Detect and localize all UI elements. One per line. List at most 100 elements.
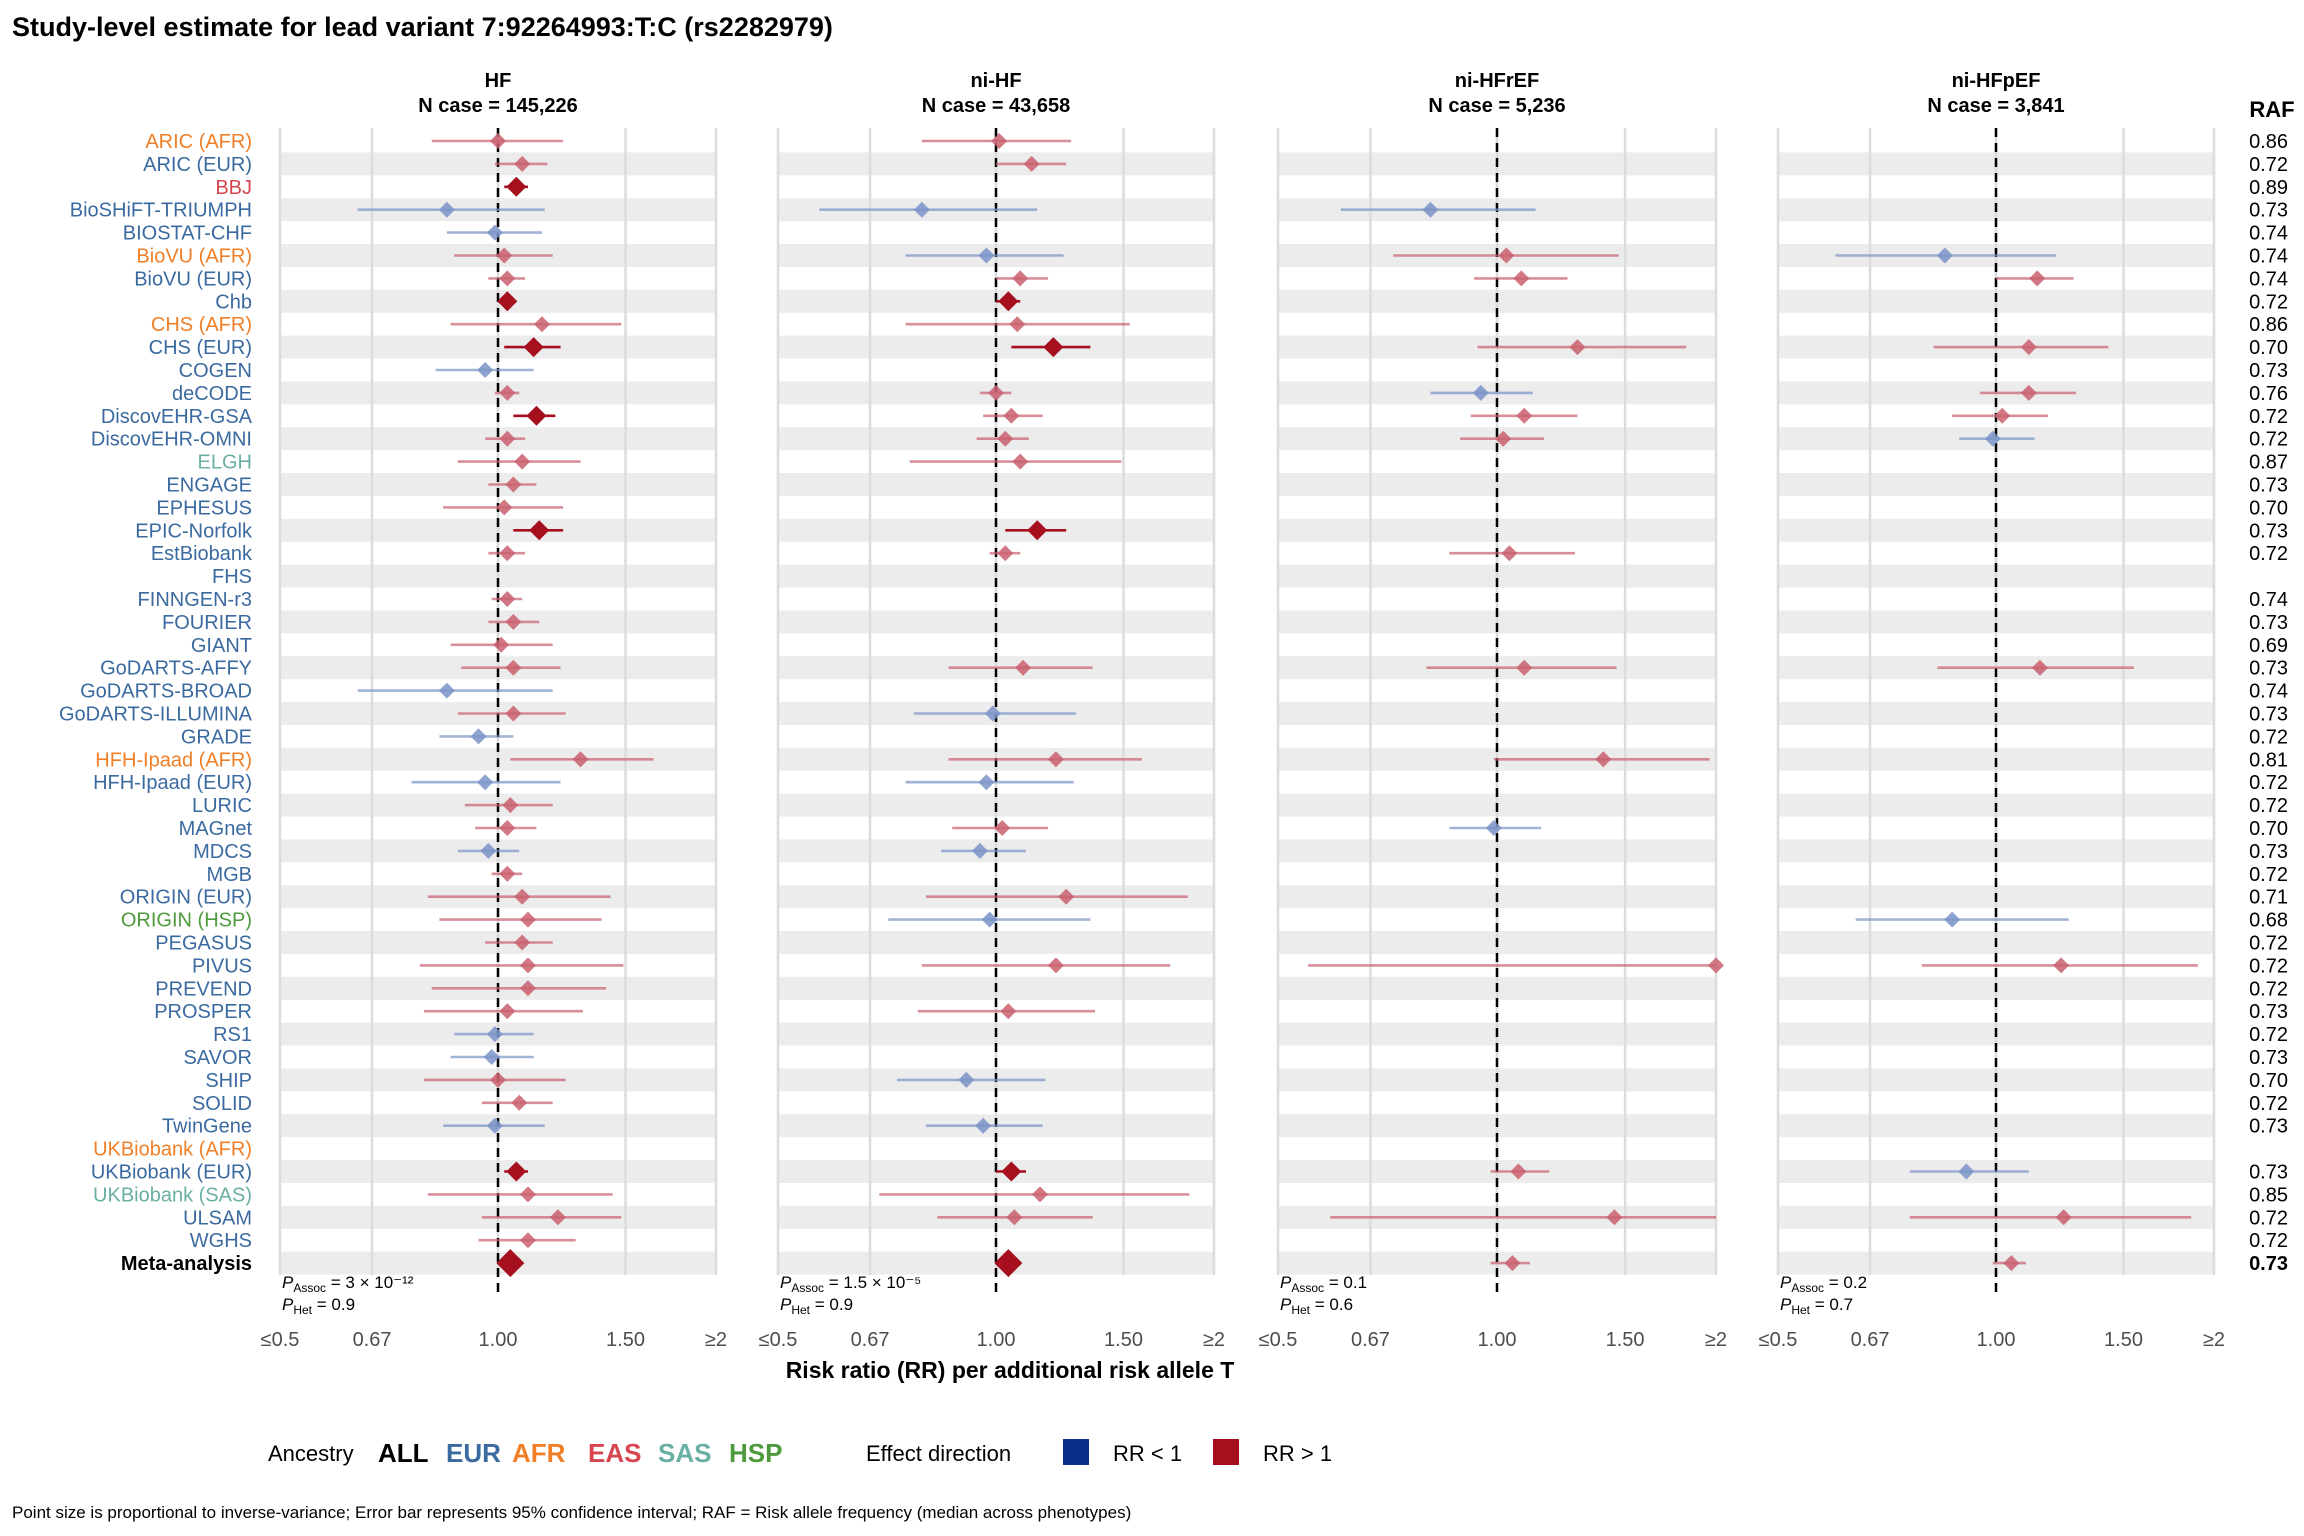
point-estimate xyxy=(1015,659,1032,676)
study-label: BioVU (EUR) xyxy=(134,268,252,290)
raf-value: 0.72 xyxy=(2249,772,2288,794)
point-estimate xyxy=(2055,1209,2072,1226)
point-estimate xyxy=(438,201,455,218)
point-estimate xyxy=(499,820,516,836)
raf-value: 0.70 xyxy=(2249,337,2288,359)
point-estimate xyxy=(490,1071,506,1088)
study-label: WGHS xyxy=(190,1230,252,1252)
point-estimate xyxy=(1516,407,1533,424)
study-label: DiscovEHR-GSA xyxy=(101,406,253,428)
point-estimate xyxy=(1000,1003,1017,1020)
point-estimate xyxy=(470,728,487,745)
point-estimate xyxy=(483,1049,500,1065)
raf-value: 0.73 xyxy=(2249,841,2288,863)
study-label: GoDARTS-AFFY xyxy=(100,658,252,680)
point-estimate xyxy=(1510,1163,1527,1180)
point-estimate xyxy=(499,270,516,287)
point-estimate xyxy=(486,224,503,241)
p-het-label: PHet = 0.7 xyxy=(1780,1295,1853,1317)
point-estimate xyxy=(997,545,1014,562)
point-estimate xyxy=(505,613,522,630)
legend-effect-title: Effect direction xyxy=(866,1441,1011,1466)
legend-swatch xyxy=(1063,1439,1089,1465)
raf-value: 0.72 xyxy=(2249,1093,2288,1115)
raf-value: 0.74 xyxy=(2249,589,2288,611)
point-estimate xyxy=(1958,1163,1975,1180)
study-label: ORIGIN (EUR) xyxy=(120,887,252,909)
raf-value: 0.69 xyxy=(2249,635,2288,657)
caption: Point size is proportional to inverse-va… xyxy=(12,1503,1131,1522)
study-label: HFH-Ipaad (AFR) xyxy=(95,749,252,771)
study-label: deCODE xyxy=(172,383,252,405)
legend-ancestry-eas: EAS xyxy=(588,1438,641,1468)
point-estimate xyxy=(1501,545,1518,562)
raf-value: 0.73 xyxy=(2249,1116,2288,1138)
study-label: DiscovEHR-OMNI xyxy=(91,429,252,451)
point-estimate xyxy=(499,865,516,882)
raf-value: 0.70 xyxy=(2249,497,2288,519)
study-label: GIANT xyxy=(191,635,252,657)
raf-value: 0.76 xyxy=(2249,383,2288,405)
raf-value: 0.73 xyxy=(2249,1001,2288,1023)
study-label: GoDARTS-BROAD xyxy=(80,681,252,703)
study-label: LURIC xyxy=(192,795,252,817)
p-assoc-label: PAssoc = 1.5 × 10⁻⁵ xyxy=(780,1273,921,1295)
point-estimate xyxy=(480,842,497,859)
point-estimate xyxy=(477,362,494,378)
p-assoc-label: PAssoc = 0.1 xyxy=(1280,1273,1367,1295)
point-estimate xyxy=(1009,316,1026,333)
point-estimate xyxy=(1984,430,2001,447)
x-tick-label: 0.67 xyxy=(851,1329,890,1351)
point-estimate xyxy=(506,176,527,197)
point-estimate xyxy=(529,520,550,541)
study-label: MGB xyxy=(206,864,252,886)
point-estimate xyxy=(505,659,522,676)
x-tick-label: 1.50 xyxy=(1104,1329,1143,1351)
point-estimate xyxy=(1422,201,1439,218)
point-estimate xyxy=(1485,820,1502,836)
raf-value: 0.73 xyxy=(2249,704,2288,726)
point-estimate xyxy=(1504,1255,1521,1272)
study-label: EstBiobank xyxy=(151,543,253,565)
panel-ni-hfref: ni-HFrEF N case = 5,236 ≤0.5 0.67 1.00 1.50 ≥2… xyxy=(1259,70,1727,1351)
x-tick-label: ≤0.5 xyxy=(261,1329,300,1351)
x-tick-label: ≤0.5 xyxy=(1759,1329,1798,1351)
panel-title: HF xyxy=(485,70,512,92)
x-tick-label: ≥2 xyxy=(1203,1329,1225,1351)
point-estimate xyxy=(971,842,988,859)
x-tick-label: 1.50 xyxy=(2104,1329,2143,1351)
point-estimate xyxy=(511,1094,528,1111)
study-label: MDCS xyxy=(193,841,252,863)
raf-value: 0.81 xyxy=(2249,749,2288,771)
panel-title: ni-HF xyxy=(970,70,1021,92)
raf-value: 0.74 xyxy=(2249,268,2288,290)
point-estimate xyxy=(438,682,455,699)
raf-value: 0.72 xyxy=(2249,933,2288,955)
study-label: UKBiobank (EUR) xyxy=(91,1162,252,1184)
point-estimate xyxy=(549,1209,566,1226)
study-label: ARIC (EUR) xyxy=(143,154,252,176)
raf-value: 0.89 xyxy=(2249,177,2288,199)
x-tick-label: ≥2 xyxy=(2203,1329,2225,1351)
raf-value: 0.74 xyxy=(2249,223,2288,245)
point-estimate xyxy=(978,774,995,791)
raf-value: 0.72 xyxy=(2249,1230,2288,1252)
x-tick-label: ≥2 xyxy=(1705,1329,1727,1351)
point-estimate xyxy=(496,247,513,264)
point-estimate xyxy=(1606,1209,1623,1226)
point-estimate xyxy=(975,1117,992,1134)
raf-value: 0.72 xyxy=(2249,1024,2288,1046)
panel-ni-hf: ni-HF N case = 43,658 ≤0.5 0.67 1.00 1.50 ≥2 PA… xyxy=(759,70,1225,1351)
point-estimate xyxy=(490,133,506,149)
point-estimate xyxy=(533,316,550,333)
x-tick-label: 0.67 xyxy=(1851,1329,1890,1351)
raf-value: 0.86 xyxy=(2249,131,2288,153)
raf-value: 0.72 xyxy=(2249,864,2288,886)
point-estimate xyxy=(514,934,531,951)
study-label: HFH-Ipaad (EUR) xyxy=(93,772,252,794)
study-label: CHS (EUR) xyxy=(149,337,252,359)
panel-n-case: N case = 43,658 xyxy=(922,95,1070,117)
point-estimate xyxy=(2003,1255,2020,1272)
raf-header: RAF xyxy=(2249,97,2294,122)
raf-value: 0.73 xyxy=(2249,200,2288,222)
